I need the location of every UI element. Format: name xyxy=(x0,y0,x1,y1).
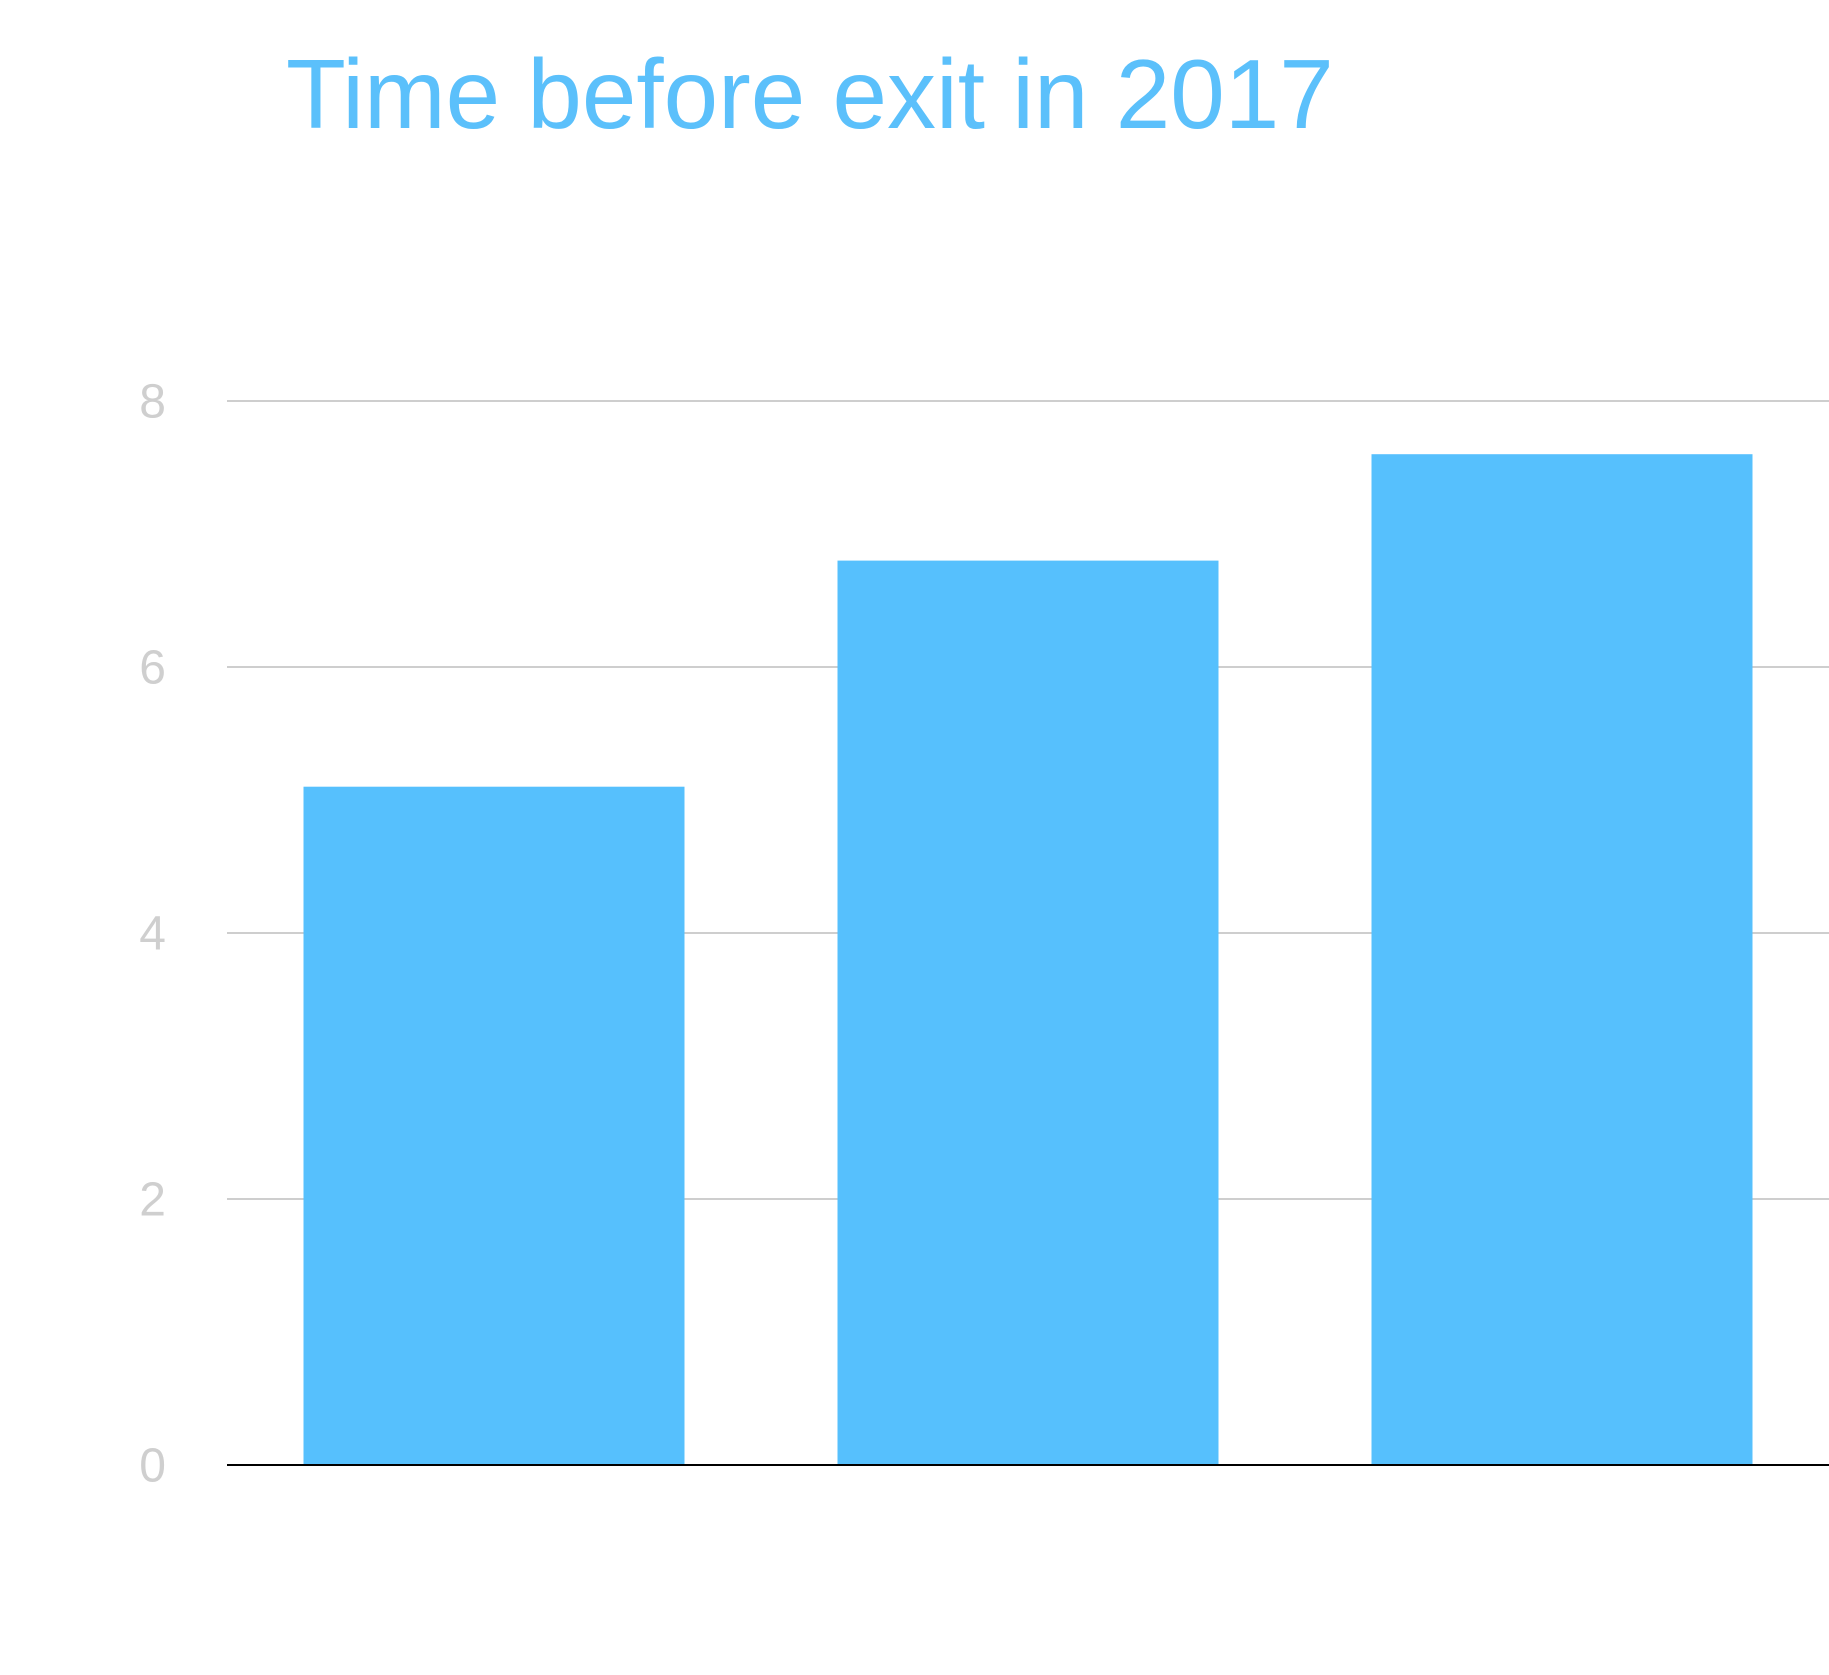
y-tick-label: 4 xyxy=(139,908,166,961)
bar xyxy=(1371,454,1753,1465)
y-tick-label: 8 xyxy=(139,376,166,429)
chart-title: Time before exit in 2017 xyxy=(286,39,1334,149)
y-tick-label: 0 xyxy=(139,1440,166,1493)
bar xyxy=(837,560,1219,1465)
y-tick-label: 6 xyxy=(139,642,166,695)
y-tick-label: 2 xyxy=(139,1174,166,1227)
bar xyxy=(303,786,685,1465)
